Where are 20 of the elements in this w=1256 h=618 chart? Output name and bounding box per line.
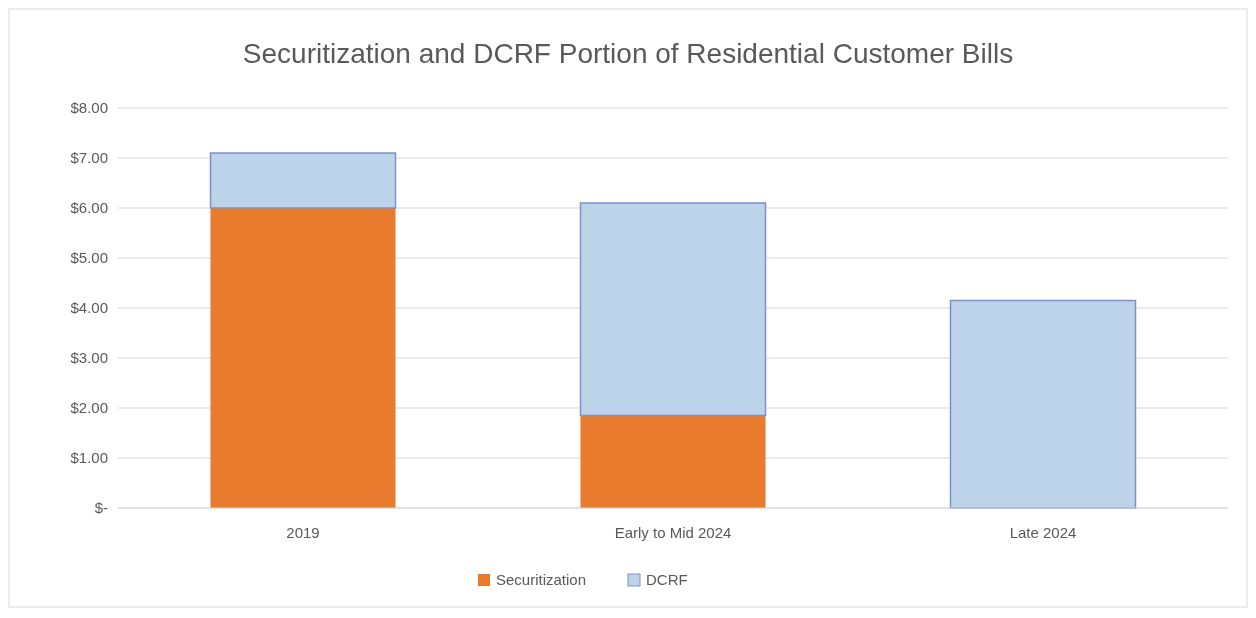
bar [210,208,396,508]
legend-label: DCRF [646,571,688,589]
bar [579,202,767,417]
x-tick-label: Late 2024 [1009,524,1077,541]
bar [580,415,766,508]
bar [949,299,1137,509]
bar [209,152,397,209]
y-tick-label: $7.00 [70,149,108,167]
y-tick-label: $3.00 [70,349,108,367]
y-tick-label: $- [94,499,108,517]
y-tick-label: $4.00 [70,299,108,317]
y-tick-label: $8.00 [70,99,108,117]
x-tick-label: 2019 [286,524,320,541]
y-tick-label: $2.00 [70,399,108,417]
y-tick-label: $1.00 [70,449,108,467]
chart-title: Securitization and DCRF Portion of Residential Customer Bills [242,38,1014,69]
y-tick-label: $5.00 [70,249,108,267]
legend-label: Securitization [496,571,587,589]
y-tick-label: $6.00 [70,199,108,217]
x-tick-label: Early to Mid 2024 [614,524,732,541]
